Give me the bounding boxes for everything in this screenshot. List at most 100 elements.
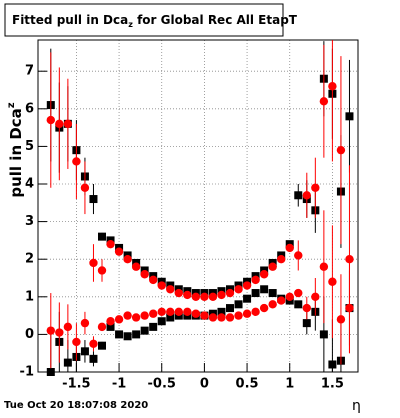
y-tick-label: 3: [25, 214, 34, 229]
marker: [200, 311, 209, 320]
x-tick-label: 1.5: [321, 377, 344, 392]
marker: [234, 285, 243, 294]
marker: [183, 307, 192, 317]
marker: [166, 307, 175, 317]
marker: [345, 255, 354, 264]
marker: [319, 262, 329, 271]
marker: [97, 322, 107, 332]
x-tick-label: -0.5: [148, 377, 176, 392]
marker: [114, 247, 124, 256]
marker: [328, 360, 337, 369]
y-tick-label: 2: [25, 252, 34, 267]
title-main: Fitted pull in Dca: [12, 13, 128, 27]
marker: [80, 183, 90, 192]
marker: [55, 119, 64, 129]
marker: [98, 341, 106, 350]
marker: [63, 322, 73, 332]
marker: [89, 195, 98, 204]
y-label-main: pull in Dca: [7, 108, 25, 197]
marker: [80, 347, 89, 356]
marker: [217, 313, 226, 322]
marker: [311, 292, 320, 302]
marker: [302, 303, 311, 313]
x-tick-label: -1.5: [62, 377, 90, 392]
marker: [294, 191, 303, 200]
marker: [251, 307, 260, 317]
chart-title: Fitted pull in Dcaz for Global Rec All E…: [12, 13, 298, 29]
marker: [243, 294, 252, 303]
marker: [55, 328, 64, 337]
marker: [131, 262, 141, 271]
marker: [208, 313, 218, 322]
marker: [72, 337, 81, 347]
marker: [285, 243, 294, 253]
y-label-sub: z: [6, 102, 17, 108]
marker: [225, 288, 235, 298]
marker: [336, 315, 346, 324]
marker: [302, 191, 311, 200]
marker: [123, 311, 132, 320]
marker: [174, 307, 183, 317]
marker: [208, 292, 218, 302]
marker: [217, 307, 226, 316]
marker: [140, 311, 149, 320]
marker: [46, 115, 55, 125]
marker: [149, 275, 158, 285]
marker: [294, 288, 303, 298]
x-tick-label: 1: [285, 377, 294, 392]
marker: [149, 309, 158, 318]
y-axis-label: pull in Dcaz: [6, 102, 25, 197]
marker: [336, 145, 346, 155]
marker: [140, 270, 149, 279]
marker: [72, 157, 81, 166]
marker: [106, 317, 115, 326]
marker: [46, 326, 55, 335]
y-tick-label: 6: [25, 101, 34, 116]
marker: [277, 296, 286, 305]
plot-frame: [37, 39, 359, 373]
x-tick-label: -1: [112, 377, 126, 392]
marker: [328, 277, 337, 286]
y-tick-label: 7: [25, 64, 34, 79]
x-tick-label: 0: [200, 377, 209, 392]
marker: [225, 313, 235, 322]
marker: [328, 82, 337, 91]
marker: [80, 318, 90, 328]
marker: [234, 300, 243, 309]
y-tick-label: 1: [25, 289, 34, 304]
title-rest: for Global Rec All EtapT: [133, 13, 298, 27]
marker: [191, 292, 201, 302]
marker: [302, 319, 311, 328]
marker: [89, 339, 98, 349]
marker: [157, 307, 166, 317]
marker: [268, 289, 277, 298]
marker: [259, 270, 269, 279]
marker: [89, 354, 98, 363]
marker: [97, 266, 107, 275]
title-sub: z: [128, 20, 133, 29]
marker: [114, 315, 124, 324]
marker: [123, 332, 132, 341]
marker: [285, 292, 294, 302]
x-tick-label: 0.5: [236, 377, 259, 392]
marker: [157, 281, 166, 290]
marker: [98, 232, 106, 241]
marker: [259, 303, 269, 313]
marker: [63, 358, 72, 367]
marker: [131, 313, 141, 322]
marker: [106, 322, 115, 331]
marker: [46, 368, 55, 376]
marker: [234, 311, 243, 320]
marker: [132, 330, 141, 339]
marker: [115, 330, 124, 339]
y-tick-label: 4: [25, 177, 34, 192]
marker: [123, 255, 132, 264]
marker: [157, 317, 166, 326]
marker: [260, 285, 269, 294]
marker: [268, 262, 277, 271]
marker: [226, 304, 234, 313]
marker: [166, 313, 175, 322]
marker: [294, 251, 303, 260]
marker: [217, 290, 226, 300]
marker: [251, 289, 260, 298]
